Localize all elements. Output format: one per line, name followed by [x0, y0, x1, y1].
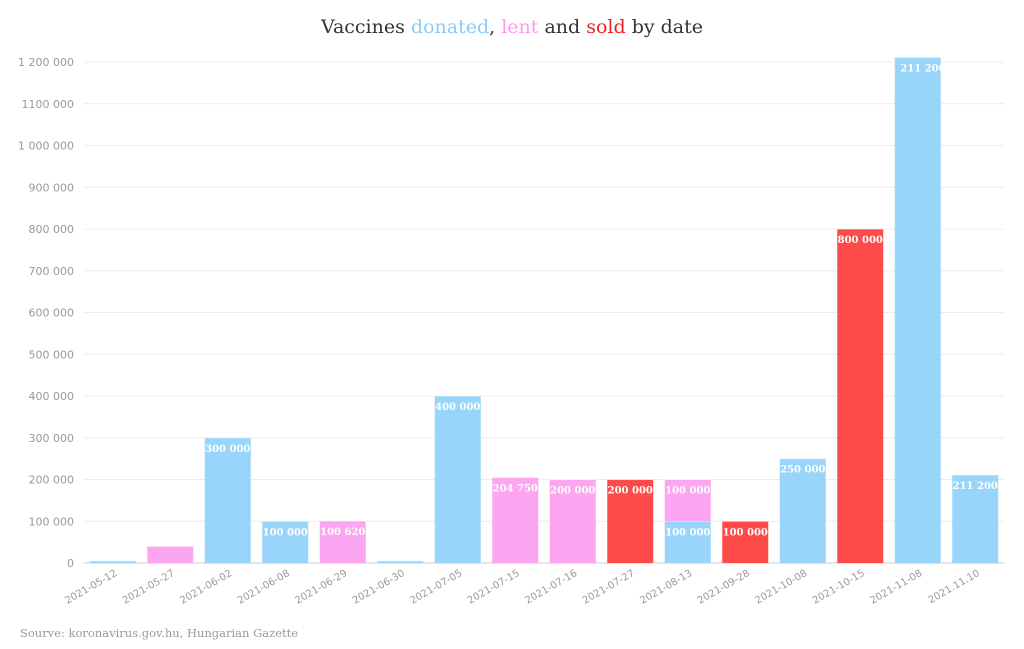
chart-title: Vaccines donated, lent and sold by date	[0, 16, 1024, 38]
bar-lent	[549, 479, 596, 563]
x-tick-label: 2021-05-27	[121, 568, 177, 607]
data-label: 100 000	[263, 527, 308, 538]
y-tick-label: 900 000	[29, 181, 75, 194]
x-tick-label: 2021-06-30	[351, 568, 407, 607]
title-part-5: sold	[586, 16, 626, 38]
x-tick-label: 2021-06-08	[236, 568, 292, 607]
bar-sold	[722, 521, 769, 563]
x-tick-label: 2021-07-15	[466, 568, 522, 607]
x-tick-label: 2021-10-15	[811, 568, 867, 607]
data-label: 200 000	[550, 486, 595, 497]
bar-lent	[492, 477, 539, 563]
bar-sold	[837, 229, 884, 563]
title-part-6: by date	[625, 16, 704, 38]
y-tick-label: 500 000	[29, 348, 75, 361]
data-label: 1 211 200	[890, 63, 946, 74]
x-tick-label: 2021-09-28	[696, 568, 752, 607]
title-part-1: donated	[410, 16, 490, 38]
y-tick-label: 1 200 000	[18, 56, 74, 69]
y-tick-label: 600 000	[29, 307, 75, 320]
title-part-4: and	[538, 16, 587, 38]
bar-lent	[664, 479, 711, 522]
bar-lent	[147, 546, 194, 563]
x-tick-label: 2021-11-08	[868, 568, 924, 607]
x-tick-label: 2021-08-13	[638, 568, 694, 607]
bar-donated	[377, 560, 424, 563]
y-tick-label: 0	[67, 557, 74, 570]
y-tick-label: 1100 000	[22, 98, 75, 111]
data-label: 300 000	[205, 444, 250, 455]
title-part-2: ,	[489, 16, 502, 38]
data-label: 100 000	[723, 527, 768, 538]
data-label: 200 000	[608, 486, 653, 497]
bar-sold	[607, 479, 654, 563]
bar-donated	[262, 521, 309, 563]
title-part-3: lent	[501, 16, 539, 38]
data-label: 800 000	[838, 235, 883, 246]
y-tick-label: 400 000	[29, 390, 75, 403]
y-tick-label: 700 000	[29, 265, 75, 278]
bar-lent	[319, 520, 366, 563]
data-label: 100 000	[665, 486, 710, 497]
x-tick-label: 2021-06-29	[293, 568, 349, 607]
data-label: 211 200	[953, 481, 998, 492]
y-tick-label: 100 000	[29, 515, 75, 528]
y-tick-label: 1 000 000	[18, 140, 74, 153]
x-tick-label: 2021-07-16	[523, 568, 579, 607]
x-tick-label: 2021-10-08	[753, 568, 809, 607]
x-tick-label: 2021-06-02	[178, 568, 234, 607]
bar-donated	[894, 57, 941, 563]
x-tick-label: 2021.11.10	[927, 568, 982, 606]
data-label: 250 000	[780, 465, 825, 476]
data-label: 100 000	[665, 527, 710, 538]
bar-donated	[204, 437, 251, 563]
x-tick-label: 2021-07-05	[408, 568, 464, 607]
y-tick-label: 800 000	[29, 223, 75, 236]
y-tick-label: 300 000	[29, 432, 75, 445]
bar-donated	[952, 474, 999, 563]
title-part-0: Vaccines	[320, 16, 411, 38]
x-tick-label: 2021-05-12	[63, 568, 119, 607]
bar-donated	[664, 521, 711, 563]
source-note: Sourve: koronavirus.gov.hu, Hungarian Ga…	[20, 626, 299, 640]
y-tick-label: 200 000	[29, 474, 75, 487]
bar-donated	[779, 458, 826, 563]
x-tick-label: 2021-07-27	[581, 568, 637, 607]
bar-donated	[89, 560, 136, 563]
data-label: 100 620	[320, 527, 365, 538]
bar-donated	[434, 396, 481, 563]
data-label: 400 000	[435, 402, 480, 413]
data-label: 204 750	[493, 484, 538, 495]
